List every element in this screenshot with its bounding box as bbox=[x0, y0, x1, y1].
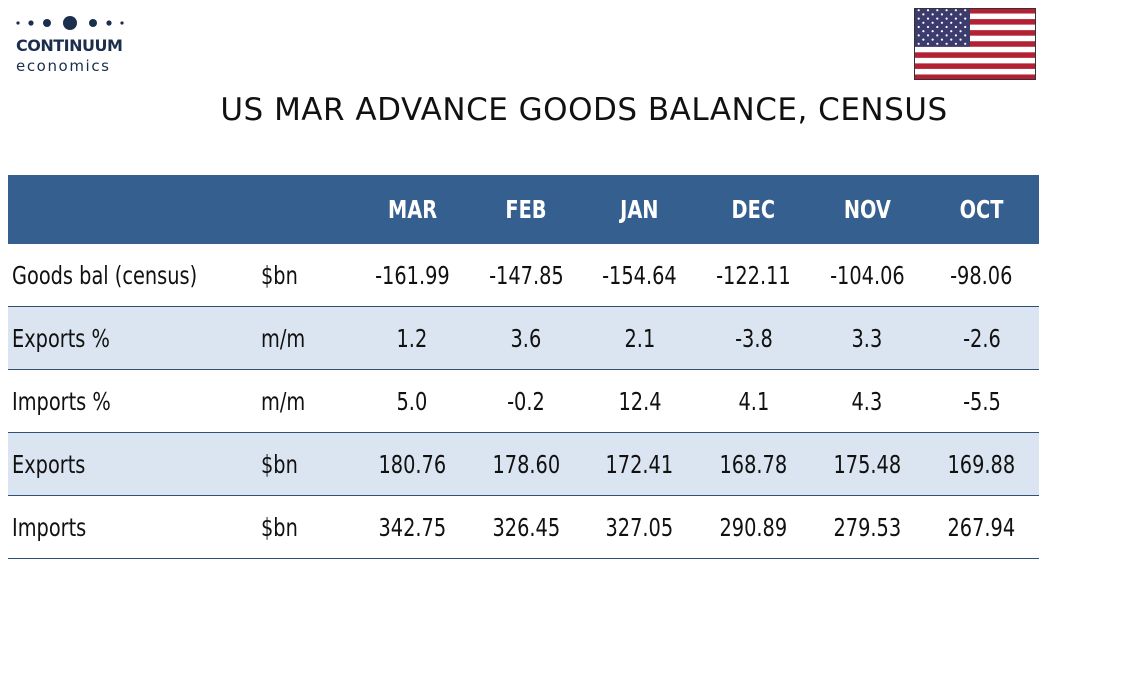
table-cell: 175.48 bbox=[833, 449, 902, 479]
table-cell: -98.06 bbox=[950, 260, 1013, 290]
table-cell: 4.3 bbox=[851, 386, 883, 416]
row-label: Imports bbox=[12, 512, 87, 542]
table-cell: 169.88 bbox=[947, 449, 1016, 479]
table-cell: 178.60 bbox=[492, 449, 560, 479]
table-cell: 342.75 bbox=[378, 512, 447, 542]
table-cell: 4.1 bbox=[738, 386, 769, 416]
logo-wordmark: CONTINUUM bbox=[16, 36, 123, 55]
column-header: NOV bbox=[843, 195, 891, 224]
table-cell: -0.2 bbox=[507, 386, 545, 416]
table-cell: -3.8 bbox=[734, 323, 773, 353]
table-cell: -161.99 bbox=[374, 260, 450, 290]
table-cell: -104.06 bbox=[830, 260, 905, 290]
table-row-imports: Imports $bn 342.75 326.45 327.05 290.89 … bbox=[8, 496, 1039, 559]
row-label: Exports bbox=[12, 449, 86, 479]
table-row-exports: Exports $bn 180.76 178.60 172.41 168.78 … bbox=[8, 433, 1039, 496]
table-cell: -154.64 bbox=[602, 260, 678, 290]
table-cell: 5.0 bbox=[396, 386, 428, 416]
us-flag-icon bbox=[914, 8, 1036, 80]
page-title: US MAR ADVANCE GOODS BALANCE, CENSUS bbox=[220, 92, 948, 128]
table-cell: 267.94 bbox=[947, 512, 1016, 542]
table-cell: 290.89 bbox=[719, 512, 788, 542]
table-cell: 326.45 bbox=[492, 512, 560, 542]
column-header: DEC bbox=[731, 195, 776, 224]
logo-dots-icon bbox=[16, 16, 124, 30]
column-header: OCT bbox=[959, 195, 1004, 224]
row-unit: m/m bbox=[260, 386, 305, 416]
row-label: Exports % bbox=[12, 323, 110, 353]
row-label: Imports % bbox=[12, 386, 111, 416]
table-cell: -5.5 bbox=[962, 386, 1001, 416]
table-row-imports-pct: Imports % m/m 5.0 -0.2 12.4 4.1 4.3 -5.5 bbox=[8, 370, 1039, 433]
column-header: MAR bbox=[387, 195, 437, 224]
table-cell: -147.85 bbox=[488, 260, 564, 290]
continuum-logo: CONTINUUM economics bbox=[14, 14, 144, 76]
logo-subtitle: economics bbox=[16, 57, 111, 75]
table-cell: 3.3 bbox=[851, 323, 883, 353]
table-cell: 172.41 bbox=[605, 449, 674, 479]
table-cell: 2.1 bbox=[624, 323, 656, 353]
table-cell: 168.78 bbox=[719, 449, 788, 479]
row-label: Goods bal (census) bbox=[12, 260, 198, 290]
table-cell: 12.4 bbox=[618, 386, 662, 416]
table-cell: -2.6 bbox=[962, 323, 1001, 353]
table-cell: 327.05 bbox=[605, 512, 674, 542]
column-header: FEB bbox=[505, 195, 547, 224]
table-cell: 180.76 bbox=[378, 449, 447, 479]
table-cell: -122.11 bbox=[716, 260, 791, 290]
row-unit: $bn bbox=[260, 260, 298, 290]
row-unit: m/m bbox=[260, 323, 305, 353]
column-header: JAN bbox=[620, 195, 659, 224]
table-row-exports-pct: Exports % m/m 1.2 3.6 2.1 -3.8 3.3 -2.6 bbox=[8, 307, 1039, 370]
row-unit: $bn bbox=[260, 512, 298, 542]
data-table: MAR FEB JAN DEC NOV OCT Goods bal (censu… bbox=[8, 175, 1039, 559]
table-cell: 1.2 bbox=[396, 323, 428, 353]
table-cell: 279.53 bbox=[833, 512, 902, 542]
table-cell: 3.6 bbox=[510, 323, 542, 353]
table-row-goods-balance: Goods bal (census) $bn -161.99 -147.85 -… bbox=[8, 244, 1039, 307]
table-header-row: MAR FEB JAN DEC NOV OCT bbox=[8, 175, 1039, 244]
row-unit: $bn bbox=[260, 449, 298, 479]
